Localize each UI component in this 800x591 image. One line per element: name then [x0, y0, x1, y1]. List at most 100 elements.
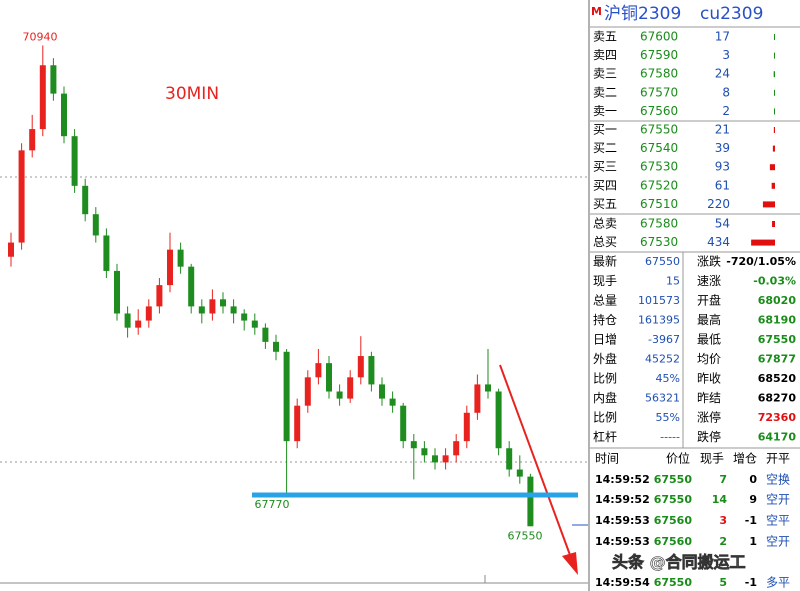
stat-label: 速涨 — [697, 273, 721, 288]
price-annotation: 67550 — [508, 529, 543, 542]
candle-body — [389, 398, 396, 406]
stat-label: 最高 — [697, 312, 721, 327]
volume-bar — [772, 145, 775, 152]
candle-body — [495, 391, 502, 449]
book-volume: 2 — [722, 104, 730, 118]
stat-value: 56321 — [645, 392, 680, 405]
trade-type: 空开 — [766, 493, 790, 507]
book-volume: 220 — [707, 197, 730, 211]
candle-body — [18, 150, 25, 243]
candle-body — [29, 129, 36, 151]
stat-value: 68520 — [758, 372, 797, 385]
candle-body — [209, 299, 216, 314]
trade-type: 空开 — [766, 535, 790, 549]
stat-label: 现手 — [593, 274, 617, 288]
book-price: 67530 — [640, 160, 678, 174]
trade-type: 空平 — [766, 514, 790, 528]
stat-label: 涨跌 — [697, 254, 721, 269]
candle-body — [177, 249, 184, 267]
candle-body — [368, 356, 375, 385]
stat-value: 45% — [656, 372, 680, 385]
candle-body — [400, 405, 407, 442]
stat-label: 涨停 — [697, 410, 721, 425]
volume-bar — [774, 34, 775, 40]
trade-price: 67550 — [654, 576, 693, 589]
book-label: 买二 — [593, 141, 617, 155]
stat-value: 161395 — [638, 314, 680, 327]
candle-body — [8, 242, 14, 257]
stat-label: 比例 — [593, 411, 617, 425]
candle-body — [357, 356, 364, 378]
candle-body — [230, 306, 237, 314]
candle-body — [379, 384, 385, 399]
book-price: 67530 — [640, 235, 678, 249]
stat-value: 101573 — [638, 294, 680, 307]
candle-body — [198, 306, 205, 314]
book-volume: 54 — [715, 217, 730, 231]
candle-body — [336, 391, 343, 399]
trade-header: 时间 — [595, 452, 619, 466]
trade-volume: 14 — [712, 493, 728, 506]
candle-body — [516, 469, 523, 477]
candle-body — [124, 313, 131, 328]
book-price: 67580 — [640, 217, 678, 231]
volume-bar — [774, 89, 775, 96]
stat-value: -720/1.05% — [726, 255, 796, 268]
stat-label: 总量 — [593, 294, 617, 308]
stat-label: 内盘 — [593, 390, 617, 405]
trade-price: 67560 — [654, 535, 693, 548]
stat-label: 最新 — [593, 254, 617, 269]
stat-value: -3967 — [648, 333, 680, 346]
candle-body — [442, 455, 449, 463]
book-label: 卖三 — [593, 67, 617, 81]
book-label: 总买 — [593, 235, 617, 249]
candle-body — [114, 270, 120, 314]
book-price: 67600 — [640, 30, 678, 44]
book-label: 卖五 — [593, 30, 617, 44]
market-marker: M — [591, 5, 602, 18]
candle-body — [527, 476, 534, 527]
candle-body — [156, 285, 163, 307]
candle-body — [61, 93, 67, 137]
candle-body — [410, 441, 417, 449]
volume-bar — [774, 108, 775, 115]
candle-body — [485, 384, 491, 392]
trade-type: 多平 — [766, 576, 790, 590]
book-label: 卖四 — [593, 48, 617, 62]
book-price: 67540 — [640, 141, 678, 155]
candle-body — [347, 377, 354, 399]
book-volume: 3 — [722, 48, 730, 62]
book-label: 卖一 — [593, 104, 617, 118]
candle-body — [283, 351, 290, 442]
candle-body — [145, 306, 152, 321]
volume-bar — [751, 239, 775, 246]
trade-change: -1 — [745, 576, 757, 589]
volume-bar — [762, 201, 775, 208]
stat-value: -0.03% — [753, 275, 796, 288]
candle-body — [103, 235, 110, 271]
book-volume: 434 — [707, 235, 730, 249]
stat-value: 67550 — [758, 333, 797, 346]
arrow-head — [562, 552, 578, 575]
candle-body — [506, 448, 513, 470]
volume-bar — [773, 127, 775, 133]
candle-body — [463, 412, 470, 442]
stat-label: 杠杆 — [593, 429, 617, 444]
book-label: 买四 — [593, 178, 617, 192]
book-label: 卖二 — [593, 85, 617, 99]
trade-volume: 2 — [719, 535, 727, 548]
candle-body — [135, 320, 142, 328]
trade-price: 67560 — [654, 514, 693, 527]
trade-change: -1 — [745, 514, 757, 527]
stat-label: 日增 — [593, 333, 617, 347]
trade-price: 67550 — [654, 473, 693, 486]
book-volume: 39 — [715, 141, 730, 155]
candle-body — [251, 320, 258, 328]
price-annotation: 70940 — [23, 30, 58, 43]
book-label: 买一 — [593, 123, 617, 137]
stat-label: 跌停 — [697, 429, 721, 444]
volume-bar — [771, 182, 775, 189]
stat-value: 68190 — [758, 314, 797, 327]
candle-body — [71, 136, 78, 186]
